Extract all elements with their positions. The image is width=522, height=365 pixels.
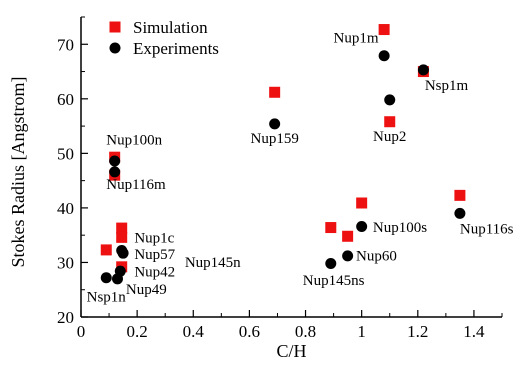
experiment-point: [117, 247, 129, 259]
experiment-point: [114, 265, 126, 277]
point-label: Nup60: [356, 248, 397, 264]
x-tick-label: 1.4: [463, 322, 485, 341]
experiment-point: [342, 250, 354, 262]
x-tick-label: 0.6: [239, 322, 260, 341]
simulation-point: [356, 197, 368, 209]
legend-simulation-marker: [109, 21, 121, 33]
point-label: Nup57: [134, 247, 175, 263]
legend: Simulation Experiments: [109, 18, 219, 58]
data-points: [100, 24, 466, 285]
point-label: Nup100s: [373, 220, 427, 236]
experiment-point: [378, 50, 390, 62]
legend-experiments-label: Experiments: [133, 39, 219, 58]
simulation-point: [100, 244, 112, 256]
y-axis-title: Stokes Radius [Angstrom]: [8, 77, 28, 268]
simulation-point: [384, 116, 396, 128]
y-tick-label: 30: [57, 253, 74, 272]
axis-ticks: 0 0.2 0.4 0.6 0.8 1 1.2 1.4 20 30 40 50 60 70: [57, 16, 503, 341]
axes: C/H Stokes Radius [Angstrom]: [8, 17, 502, 361]
simulation-point: [325, 222, 337, 234]
experiment-point: [269, 118, 281, 130]
simulation-point: [342, 230, 354, 242]
point-label: Nup42: [134, 265, 175, 281]
y-tick-label: 40: [57, 199, 74, 218]
point-label: Nup159: [250, 131, 298, 147]
point-label: Nup100n: [106, 133, 162, 149]
x-tick-label: 1: [357, 322, 366, 341]
experiment-point: [454, 207, 466, 219]
experiment-point: [325, 258, 337, 270]
y-tick-label: 70: [57, 35, 74, 54]
x-tick-label: 1.2: [407, 322, 428, 341]
experiment-point: [384, 94, 396, 106]
simulation-point: [454, 189, 466, 201]
point-label: Nup116m: [106, 177, 166, 193]
point-annotations: Nup1m Nsp1m Nup159 Nup2 Nup100n Nup116m Nup100…: [87, 31, 514, 306]
y-tick-label: 20: [57, 308, 74, 327]
legend-experiments-marker: [109, 42, 121, 54]
experiment-point: [356, 220, 368, 232]
x-axis-title: C/H: [276, 341, 306, 361]
point-label: Nup49: [126, 282, 167, 298]
y-tick-label: 60: [57, 90, 74, 109]
point-label: Nup1m: [334, 31, 379, 47]
point-label: Nup1c: [134, 230, 174, 246]
x-tick-label: 0: [77, 322, 86, 341]
simulation-point: [378, 24, 390, 36]
x-tick-label: 0.8: [295, 322, 316, 341]
point-label: Nup116s: [460, 222, 514, 238]
x-tick-label: 0.2: [127, 322, 148, 341]
point-label: Nsp1m: [425, 78, 469, 94]
simulation-point: [269, 86, 281, 98]
simulation-point: [116, 222, 128, 234]
point-label: Nsp1n: [87, 290, 127, 306]
y-tick-label: 50: [57, 144, 74, 163]
experiment-point: [109, 155, 121, 167]
legend-simulation-label: Simulation: [133, 18, 208, 37]
point-label: Nup2: [373, 129, 406, 145]
point-label: Nup145ns: [303, 273, 365, 289]
experiment-point: [109, 166, 121, 178]
simulation-point: [116, 231, 128, 243]
experiment-point: [100, 272, 112, 284]
point-label: Nup145n: [185, 255, 241, 271]
experiment-point: [417, 64, 429, 76]
x-tick-label: 0.4: [183, 322, 205, 341]
